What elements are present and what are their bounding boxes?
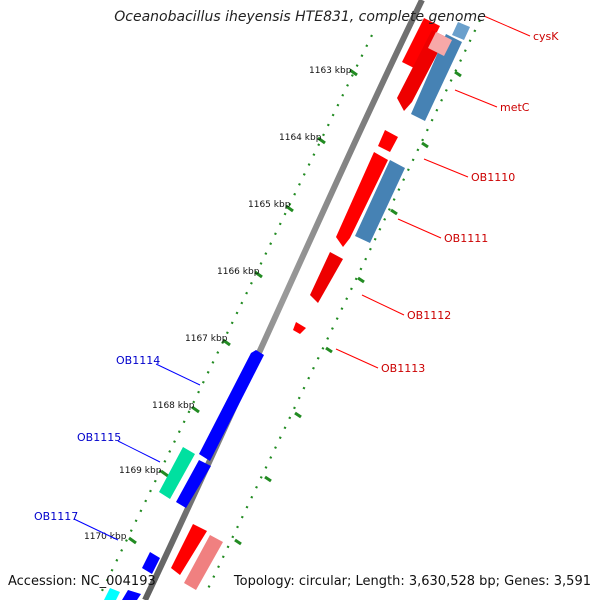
gene-OB1115-blue[interactable] (176, 460, 211, 508)
tick-mark (234, 538, 242, 546)
leader-line (73, 518, 119, 541)
reverse-label-lines (73, 363, 201, 541)
outer-dotted-track-right (204, 19, 481, 596)
tick-label: 1163 kbp (309, 66, 352, 76)
leader-line (335, 348, 379, 369)
gene-bluetrack-1[interactable] (411, 34, 462, 121)
gene-pink-2[interactable] (184, 535, 223, 590)
gene-OB1114[interactable] (199, 350, 264, 461)
gene-bottom-red[interactable] (171, 524, 207, 575)
leader-line (117, 440, 161, 463)
gene-label-OB1112[interactable]: OB1112 (407, 309, 451, 322)
leader-line (155, 363, 201, 386)
tick-label: 1167 kbp (185, 334, 228, 344)
tick-mark (264, 475, 272, 483)
gene-label-cysK[interactable]: cysK (533, 30, 559, 43)
tick-mark (254, 270, 263, 279)
forward-blue-track (355, 22, 470, 243)
gene-OB1112[interactable] (310, 252, 343, 303)
tick-marks (128, 68, 358, 545)
tick-mark (421, 141, 429, 149)
leader-line (454, 89, 498, 108)
pink-track (184, 32, 452, 590)
tick-mark (191, 405, 200, 414)
tick-mark (128, 536, 137, 545)
gene-label-OB1113[interactable]: OB1113 (381, 362, 425, 375)
gene-OB1113[interactable] (293, 322, 306, 334)
accession-text: Accession: NC_004193 (8, 574, 156, 589)
reverse-cds-track (104, 350, 264, 600)
gene-cysK[interactable] (402, 18, 440, 70)
forward-label-lines (335, 15, 531, 369)
forward-cds-track (171, 18, 446, 575)
tick-mark (390, 208, 398, 216)
map-title: Oceanobacillus iheyensis HTE831, complet… (114, 9, 486, 25)
tick-label: 1165 kbp (248, 200, 291, 210)
genome-backbone (142, 0, 425, 600)
leader-line (397, 218, 442, 239)
gene-OB1111[interactable] (336, 152, 388, 247)
gene-ob1110-small[interactable] (378, 130, 398, 152)
leader-line (423, 158, 469, 178)
tick-mark (317, 136, 326, 145)
tick-mark (285, 204, 294, 213)
outer-dotted-track-left (99, 34, 373, 596)
tick-mark (294, 411, 302, 419)
tick-label: 1169 kbp (119, 466, 162, 476)
leader-line (361, 294, 405, 316)
gene-label-OB1115[interactable]: OB1115 (77, 431, 121, 444)
tick-label: 1168 kbp (152, 401, 195, 411)
gene-label-OB1111[interactable]: OB1111 (444, 232, 488, 245)
tick-label: 1170 kbp (84, 532, 127, 542)
gene-OB1117[interactable] (142, 552, 160, 574)
gene-bottom-cyan[interactable] (104, 588, 120, 600)
leader-line (483, 15, 531, 37)
gene-bluetrack-3[interactable] (355, 160, 405, 243)
gene-OB1115[interactable] (159, 447, 195, 499)
tick-mark (222, 338, 231, 347)
tick-mark (454, 70, 462, 78)
tick-label: 1164 kbp (279, 133, 322, 143)
topology-text: Topology: circular; Length: 3,630,528 bp… (233, 574, 591, 589)
gene-bottom-blue[interactable] (122, 590, 141, 600)
gene-label-OB1114[interactable]: OB1114 (116, 354, 160, 367)
gene-pink-1[interactable] (428, 32, 452, 56)
gene-bluetrack-2[interactable] (452, 22, 470, 40)
gene-label-metC[interactable]: metC (500, 101, 530, 114)
tick-marks-right (234, 70, 462, 546)
gene-label-OB1117[interactable]: OB1117 (34, 510, 78, 523)
tick-mark (160, 469, 169, 478)
tick-label: 1166 kbp (217, 267, 260, 277)
tick-mark (325, 346, 333, 354)
tick-mark (357, 276, 365, 284)
tick-mark (349, 68, 358, 77)
gene-label-OB1110[interactable]: OB1110 (471, 171, 515, 184)
